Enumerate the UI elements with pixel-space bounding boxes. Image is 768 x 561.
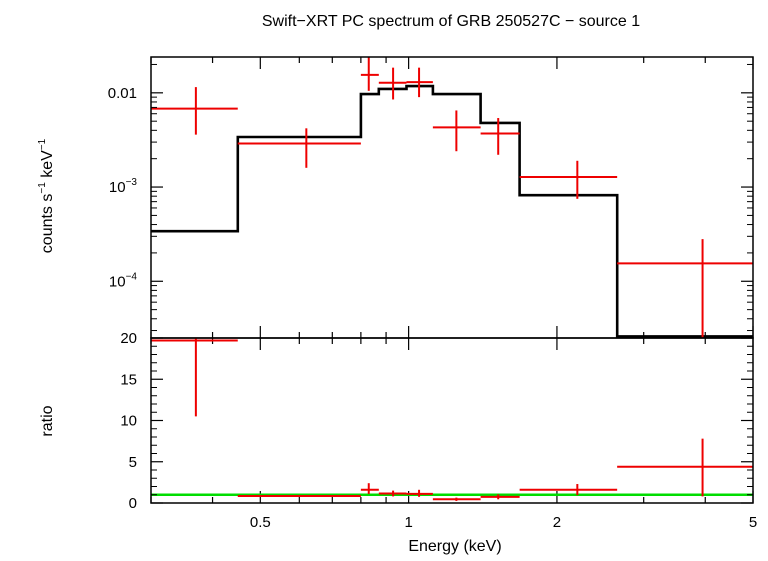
ratio-point-5 (406, 489, 433, 497)
data-point-7 (480, 118, 520, 155)
ratio-y-tick-label: 5 (129, 454, 137, 471)
ratio-point-8 (519, 484, 618, 496)
spectrum-y-tick-label: 10−3 (109, 177, 138, 196)
ratio-point-1 (151, 338, 238, 417)
x-tick-label: 1 (404, 514, 412, 531)
data-point-1 (151, 87, 238, 135)
y-axis-label-ratio: ratio (39, 405, 56, 436)
ratio-point-4 (378, 490, 407, 497)
data-point-6 (432, 110, 481, 152)
data-point-9 (617, 239, 753, 338)
y-label-main: counts s (39, 194, 56, 254)
x-tick-label: 5 (749, 514, 757, 531)
y-label-exp2: −1 (37, 138, 48, 150)
data-point-8 (519, 160, 618, 199)
spectrum-frame (150, 56, 754, 339)
data-point-2 (237, 128, 361, 168)
spectrum-y-tick-label: 0.01 (108, 85, 137, 102)
data-point-4 (378, 67, 407, 100)
ratio-point-3 (360, 483, 379, 494)
ratio-point-6 (432, 497, 481, 501)
spectrum-panel: 0.01 10−3 10−4 (108, 56, 754, 339)
y-label-mid: keV (39, 150, 56, 182)
x-tick-label: 0.5 (250, 514, 271, 531)
x-axis-label: Energy (keV) (408, 538, 501, 555)
model-histogram (151, 84, 753, 338)
spectrum-y-tick-label: 10−4 (109, 271, 138, 290)
ratio-y-tick-label: 0 (129, 495, 137, 512)
ratio-point-2 (237, 494, 361, 497)
ratio-y-tick-label: 20 (120, 330, 137, 347)
data-point-5 (406, 67, 433, 98)
data-point-3 (360, 57, 379, 91)
x-tick-label: 2 (553, 514, 561, 531)
ratio-y-tick-label: 10 (120, 413, 137, 430)
ratio-y-tick-label: 15 (120, 371, 137, 388)
y-label-exp1: −1 (37, 182, 48, 194)
chart-title: Swift−XRT PC spectrum of GRB 250527C − s… (262, 13, 640, 30)
ratio-point-9 (617, 438, 753, 497)
ratio-panel: 0 5 10 15 20 0.5 1 2 5 (120, 330, 757, 531)
y-axis-label-spectrum: counts s−1 keV−1 (37, 138, 56, 253)
ratio-point-7 (480, 494, 520, 500)
ratio-frame (150, 337, 754, 504)
